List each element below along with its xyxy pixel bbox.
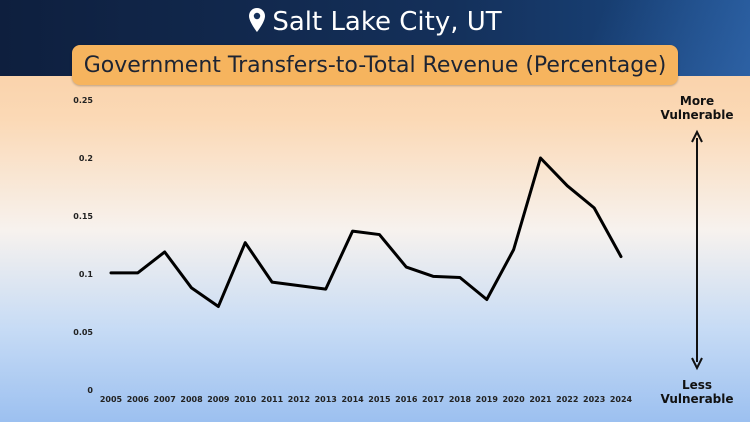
- x-tick-label: 2012: [288, 395, 310, 404]
- x-tick-label: 2024: [610, 395, 633, 404]
- less-vulnerable-label: Less Vulnerable: [652, 378, 742, 406]
- x-tick-label: 2019: [476, 395, 499, 404]
- chart-title: Government Transfers-to-Total Revenue (P…: [72, 45, 678, 85]
- x-tick-label: 2013: [315, 395, 337, 404]
- more-vulnerable-line2: Vulnerable: [660, 108, 734, 122]
- less-vulnerable-line1: Less: [681, 378, 713, 392]
- location-text: Salt Lake City, UT: [272, 7, 502, 37]
- x-tick-label: 2023: [583, 395, 605, 404]
- x-tick-label: 2016: [395, 395, 418, 404]
- y-tick-label: 0.05: [73, 328, 93, 337]
- less-vulnerable-line2: Vulnerable: [660, 392, 734, 406]
- x-tick-label: 2014: [341, 395, 364, 404]
- x-tick-label: 2020: [502, 395, 525, 404]
- x-tick-label: 2017: [422, 395, 444, 404]
- y-tick-label: 0: [87, 386, 93, 395]
- x-tick-label: 2008: [180, 395, 203, 404]
- x-tick-label: 2006: [127, 395, 150, 404]
- x-tick-label: 2015: [368, 395, 391, 404]
- x-tick-label: 2011: [261, 395, 284, 404]
- x-tick-label: 2007: [154, 395, 176, 404]
- x-tick-label: 2022: [556, 395, 578, 404]
- y-tick-label: 0.1: [79, 270, 94, 279]
- map-pin-icon: [248, 7, 266, 41]
- arrow-up-icon: [691, 129, 703, 143]
- x-tick-label: 2010: [234, 395, 257, 404]
- y-tick-label: 0.2: [79, 154, 93, 163]
- y-tick-label: 0.25: [73, 96, 93, 105]
- arrow-down-icon: [691, 357, 703, 371]
- x-tick-label: 2021: [529, 395, 552, 404]
- x-tick-label: 2009: [207, 395, 230, 404]
- location-title: Salt Lake City, UT: [0, 6, 750, 41]
- x-tick-label: 2005: [100, 395, 123, 404]
- more-vulnerable-label: More Vulnerable: [652, 94, 742, 122]
- series-line: [109, 156, 623, 308]
- y-tick-label: 0.15: [73, 212, 93, 221]
- x-tick-label: 2018: [449, 395, 472, 404]
- more-vulnerable-line1: More: [679, 94, 715, 108]
